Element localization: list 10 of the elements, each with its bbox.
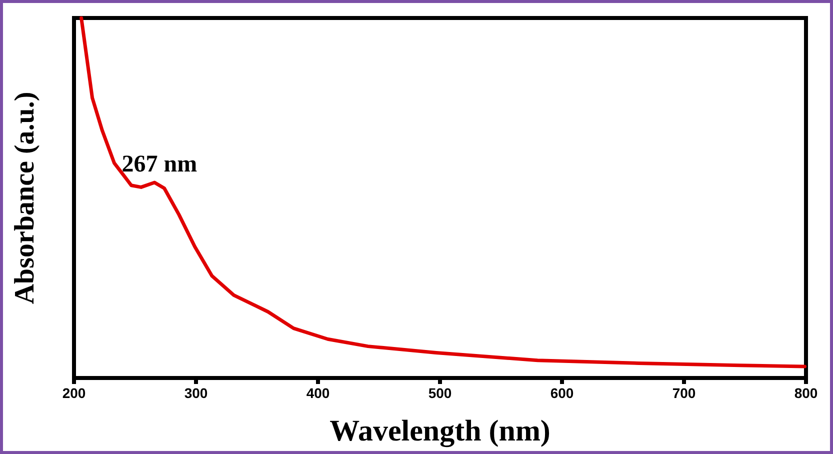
x-tick-label: 500 bbox=[428, 385, 452, 401]
y-axis-title: Absorbance (a.u.) bbox=[10, 92, 40, 304]
x-tick-label: 800 bbox=[794, 385, 818, 401]
x-tick-label: 700 bbox=[672, 385, 696, 401]
x-tick-label: 600 bbox=[550, 385, 574, 401]
annotation: 267 nm bbox=[122, 152, 198, 178]
x-tick-label: 400 bbox=[306, 385, 330, 401]
x-tick-label: 200 bbox=[62, 385, 86, 401]
x-axis-title: Wavelength (nm) bbox=[330, 414, 550, 448]
x-tick-label: 300 bbox=[184, 385, 208, 401]
